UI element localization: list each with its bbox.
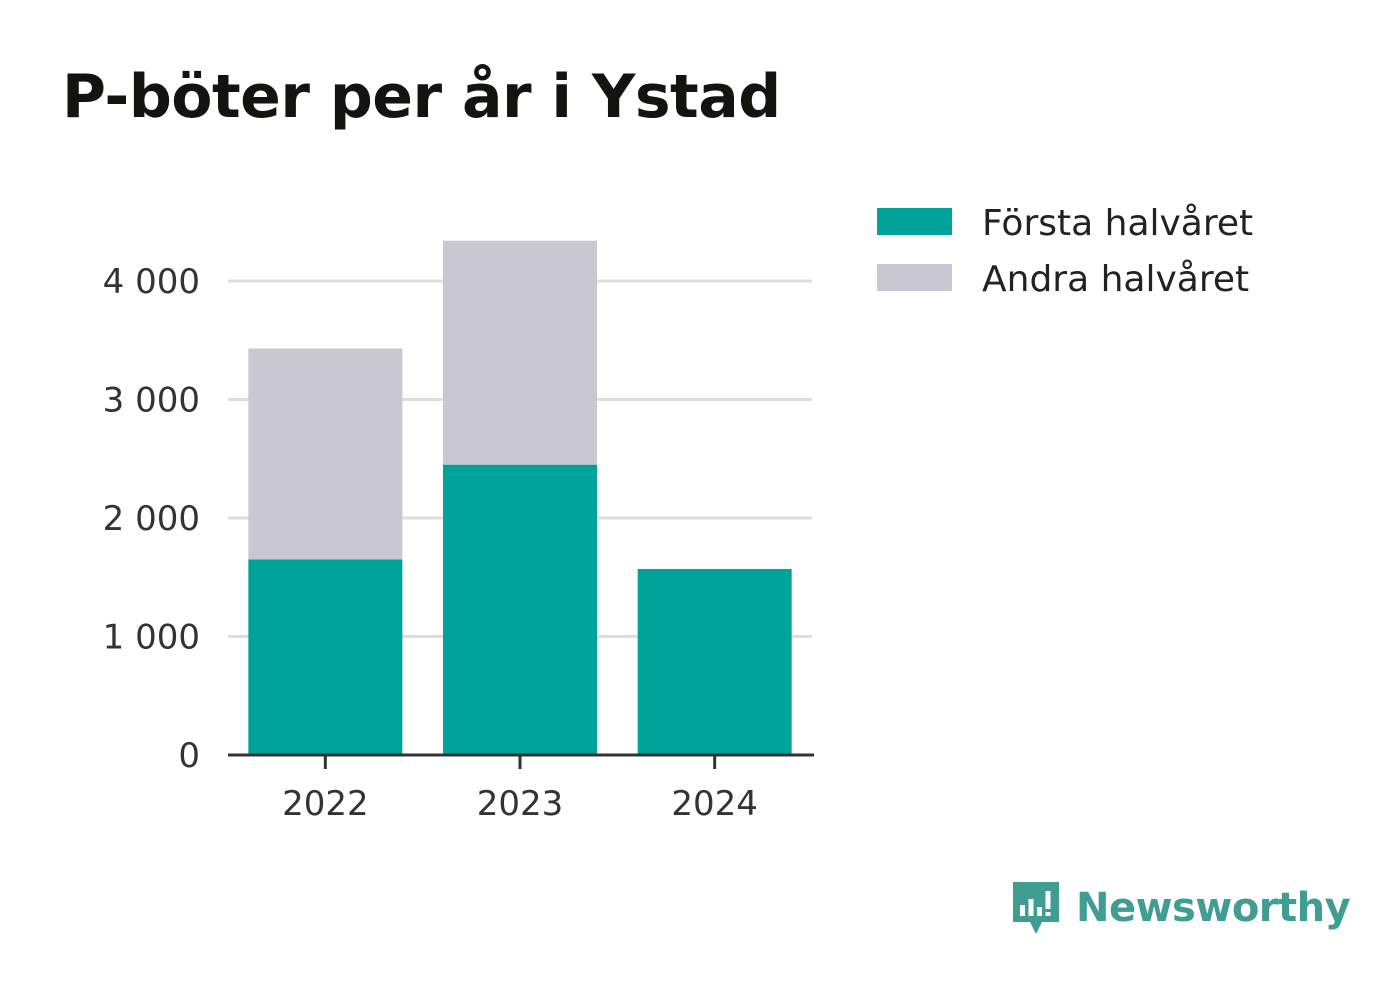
y-tick-label: 1 000: [103, 618, 200, 658]
legend: Första halvåret Andra halvåret: [877, 203, 1253, 300]
newsworthy-icon: [1013, 882, 1059, 934]
y-tick-label: 2 000: [103, 499, 200, 539]
x-tick-label: 2022: [282, 784, 369, 824]
bar-2024-series-1: [637, 568, 792, 755]
x-axis: [228, 753, 814, 769]
y-tick-label: 0: [178, 736, 200, 776]
bars: [248, 240, 792, 755]
bar-2022-series-1: [248, 559, 403, 755]
y-tick-label: 4 000: [103, 262, 200, 302]
brand-logo: Newsworthy: [1010, 878, 1351, 938]
chart-title: P-böter per år i Ystad: [62, 62, 781, 132]
y-axis-ticks: 0 1 000 2 000 3 000 4 000: [103, 262, 200, 776]
x-axis-ticks: 2022 2023 2024: [282, 784, 758, 824]
y-tick-label: 3 000: [103, 381, 200, 421]
bar-2023-series-2: [443, 240, 597, 465]
legend-swatch: [877, 208, 952, 235]
bar-2023-series-1: [443, 464, 597, 755]
x-tick-label: 2023: [477, 784, 564, 824]
bar-2022-series-2: [248, 348, 403, 560]
brand-name: Newsworthy: [1076, 885, 1351, 931]
legend-label: Andra halvåret: [982, 259, 1249, 300]
legend-label: Första halvåret: [982, 203, 1253, 244]
legend-swatch: [877, 264, 952, 291]
x-tick-label: 2024: [671, 784, 758, 824]
